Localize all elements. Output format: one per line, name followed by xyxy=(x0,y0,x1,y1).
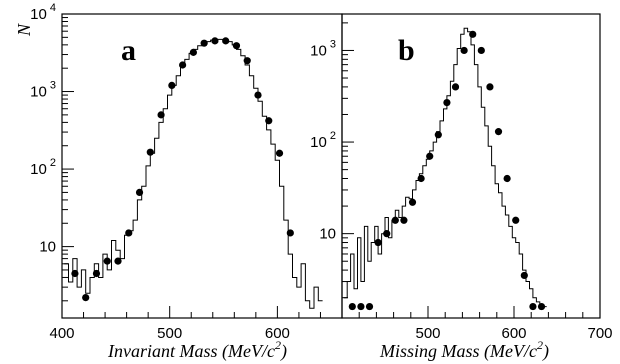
data-point xyxy=(451,83,460,91)
panel-b-points xyxy=(348,30,546,311)
histogram-line xyxy=(64,38,323,309)
data-point xyxy=(365,302,374,311)
data-point xyxy=(391,216,399,224)
data-point xyxy=(82,293,90,302)
histogram-line xyxy=(343,27,547,308)
y-tick-base: 10 xyxy=(30,6,47,23)
panel-a-frame xyxy=(61,13,343,319)
data-point xyxy=(477,46,485,55)
y-tick-base: 10 xyxy=(310,134,327,151)
data-point xyxy=(348,302,356,311)
data-point xyxy=(469,30,477,38)
panel-a-x-ticks: 400 500 600 xyxy=(49,306,343,342)
panel-b-x-axis-title-end: ) xyxy=(542,341,549,362)
y-tick-label: 10 xyxy=(39,239,56,256)
data-point xyxy=(434,131,442,139)
data-point xyxy=(92,269,101,278)
data-point xyxy=(400,216,408,224)
y-tick-exponent: 3 xyxy=(47,80,56,92)
panel-a-label: a xyxy=(121,34,136,67)
data-point xyxy=(460,46,468,55)
x-tick-label: 700 xyxy=(587,325,612,342)
y-tick-exponent: 3 xyxy=(327,38,336,50)
x-tick-label: 500 xyxy=(157,325,182,342)
data-point xyxy=(286,229,294,237)
data-point xyxy=(265,117,273,125)
panel-a-x-axis-title-end: ) xyxy=(280,341,287,362)
data-point xyxy=(232,42,241,50)
panel-a-x-axis-title: Invariant Mass (MeV/c2) xyxy=(107,338,287,362)
data-point xyxy=(383,230,391,238)
panel-b-x-axis-title: Missing Mass (MeV/c2) xyxy=(379,338,549,362)
data-point xyxy=(357,302,365,311)
data-point xyxy=(114,257,122,265)
data-point xyxy=(503,174,511,183)
x-tick-label: 600 xyxy=(265,325,290,342)
y-tick-label: 10 4 xyxy=(30,2,56,23)
y-tick-exponent: 2 xyxy=(47,157,56,169)
data-point xyxy=(408,198,417,206)
data-point xyxy=(146,148,154,156)
data-point xyxy=(486,83,494,91)
data-point xyxy=(537,302,546,311)
data-point xyxy=(417,174,425,183)
data-point xyxy=(135,188,144,197)
y-tick-label: 10 xyxy=(319,226,336,243)
panel-a-x-axis-title-main: Invariant Mass (MeV/c xyxy=(107,341,275,362)
panel-b-x-ticks: 500 600 700 xyxy=(341,306,613,342)
data-point xyxy=(103,257,111,265)
data-point xyxy=(275,149,284,157)
data-point xyxy=(71,269,79,278)
panel-a-x-axis-title-sup: 2 xyxy=(275,338,281,352)
data-point xyxy=(520,271,528,280)
y-tick-label: 10 3 xyxy=(310,38,336,59)
y-tick-base: 10 xyxy=(30,84,47,101)
panel-b-x-axis-title-sup: 2 xyxy=(537,338,543,352)
y-tick-base: 10 xyxy=(30,161,47,178)
data-point xyxy=(189,48,197,56)
panel-b-frame xyxy=(341,13,601,319)
y-tick-label: 10 2 xyxy=(30,157,56,178)
data-point xyxy=(529,302,537,311)
panel-b-x-axis-title-main: Missing Mass (MeV/c xyxy=(379,341,537,362)
data-point xyxy=(222,37,230,45)
y-tick-exponent: 2 xyxy=(327,130,336,142)
x-tick-label: 400 xyxy=(49,325,74,342)
y-tick-exponent: 4 xyxy=(47,2,56,14)
panel-b-label: b xyxy=(398,34,415,67)
data-point xyxy=(157,111,165,119)
data-point xyxy=(211,37,219,45)
y-tick-label: 10 3 xyxy=(30,80,56,101)
panel-a-histogram xyxy=(64,38,323,309)
data-point xyxy=(168,81,176,89)
data-point xyxy=(443,98,451,107)
x-tick-label: 500 xyxy=(415,325,440,342)
panel-b-histogram xyxy=(343,27,547,308)
y-tick-label: 10 2 xyxy=(310,130,336,151)
data-point xyxy=(512,216,520,224)
panel-a-points xyxy=(71,37,294,302)
x-tick-label: 600 xyxy=(501,325,526,342)
data-point xyxy=(243,57,251,65)
data-point xyxy=(200,39,208,47)
data-point xyxy=(254,91,262,99)
data-point xyxy=(374,238,382,247)
y-axis-title: N xyxy=(14,23,34,37)
data-point xyxy=(494,128,503,136)
data-point xyxy=(426,152,434,160)
y-tick-base: 10 xyxy=(310,42,327,59)
data-point xyxy=(179,61,187,69)
data-point xyxy=(125,229,133,237)
